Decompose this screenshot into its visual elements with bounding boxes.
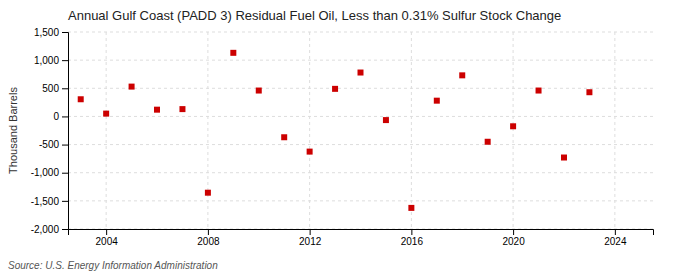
tick: 2016: [401, 229, 424, 247]
point: [205, 190, 211, 196]
y-axis-title: Thousand Barrels: [7, 87, 19, 174]
point: [154, 107, 160, 113]
grid-line: [68, 172, 653, 173]
tick-mark: [62, 173, 68, 174]
point: [179, 106, 185, 112]
tick-mark: [615, 229, 616, 235]
points: [78, 50, 593, 211]
tick: 1,500: [34, 27, 68, 38]
tick-label: 1,500: [34, 27, 59, 38]
point: [358, 70, 364, 76]
point: [307, 149, 313, 155]
tick-label: -1,500: [31, 196, 60, 207]
tick-mark: [411, 229, 412, 235]
tick-label: 2012: [299, 236, 322, 247]
title: Annual Gulf Coast (PADD 3) Residual Fuel…: [68, 8, 561, 23]
point: [332, 86, 338, 92]
point: [485, 139, 491, 145]
tick-label: -1,000: [31, 167, 60, 178]
x-axis: 2004 2008 2012 2016 2020 2024: [69, 229, 654, 247]
tick: 500: [42, 83, 68, 94]
tick-mark: [106, 229, 107, 235]
tick: 0: [53, 111, 68, 122]
tick: 2020: [502, 229, 525, 247]
grid-line: [68, 88, 653, 89]
tick-label: 0: [53, 111, 59, 122]
point: [536, 88, 542, 94]
y-axis: -2,000 -1,500 -1,000 -500 0 500 1,000 1,500: [31, 27, 69, 235]
point: [561, 155, 567, 161]
tick: -1,000: [31, 167, 68, 178]
axis-line: [62, 33, 69, 230]
plot: 2004 2008 2012 2016 2020 2024 -2,000 -1,500 -1,0…: [31, 27, 654, 247]
tick-mark: [208, 229, 209, 235]
grid-line: [68, 32, 653, 33]
tick-mark: [62, 145, 68, 146]
tick-label: -2,000: [31, 224, 60, 235]
tick: 2012: [299, 229, 322, 247]
tick-label: 2020: [502, 236, 525, 247]
tick-label: 2024: [604, 236, 627, 247]
grid-line: [614, 32, 615, 229]
point: [383, 117, 389, 123]
tick-label: -500: [39, 139, 59, 150]
grid-line: [68, 116, 653, 117]
tick: 2008: [197, 229, 220, 247]
tick-label: 1,000: [34, 55, 59, 66]
grid-line: [309, 32, 310, 229]
tick-mark: [62, 88, 68, 89]
grid-line: [68, 60, 653, 61]
grid-line: [68, 144, 653, 145]
point: [78, 96, 84, 102]
point: [459, 72, 465, 78]
tick: 2024: [604, 229, 627, 247]
tick: -2,000: [31, 224, 68, 235]
tick: -1,500: [31, 196, 68, 207]
axis-line: [69, 230, 654, 236]
point: [510, 123, 516, 129]
tick-label: 500: [42, 83, 59, 94]
grid-line: [513, 32, 514, 229]
tick-mark: [62, 116, 68, 117]
point: [586, 89, 592, 95]
point: [256, 88, 262, 94]
point: [230, 50, 236, 56]
point: [434, 98, 440, 104]
tick-mark: [310, 229, 311, 235]
tick: 2004: [96, 229, 119, 247]
grid: [68, 32, 653, 229]
source: Source: U.S. Energy Information Administ…: [8, 260, 218, 271]
grid-line: [68, 200, 653, 201]
tick: -500: [39, 139, 68, 150]
tick-mark: [62, 32, 68, 33]
tick: 1,000: [34, 55, 68, 66]
grid-line: [207, 32, 208, 229]
grid-line: [411, 32, 412, 229]
tick-mark: [62, 201, 68, 202]
point: [408, 205, 414, 211]
point: [129, 84, 135, 90]
tick-mark: [513, 229, 514, 235]
grid-line: [106, 32, 107, 229]
point: [281, 134, 287, 140]
point: [103, 111, 109, 117]
tick-mark: [62, 229, 68, 230]
chart: 2004 2008 2012 2016 2020 2024 -2,000 -1,500 -1,0…: [0, 0, 675, 275]
tick-mark: [62, 60, 68, 61]
tick-label: 2008: [197, 236, 220, 247]
tick-label: 2016: [401, 236, 424, 247]
tick-label: 2004: [96, 236, 119, 247]
